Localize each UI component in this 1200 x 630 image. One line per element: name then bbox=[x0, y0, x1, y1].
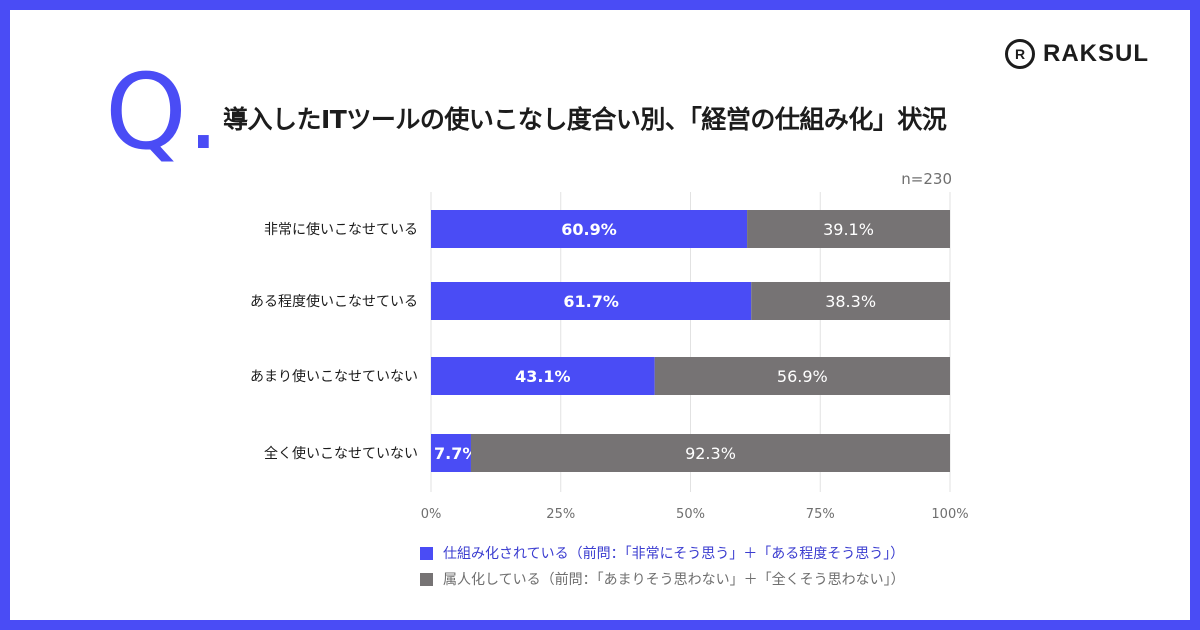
data-label-personalized: 56.9% bbox=[777, 367, 828, 386]
brand-logo: R RAKSUL bbox=[1005, 32, 1149, 76]
legend: 仕組み化されている（前問：「非常にそう思う」＋「ある程度そう思う」） 属人化して… bbox=[420, 540, 905, 592]
data-label-systemized: 43.1% bbox=[515, 367, 571, 386]
bar-systemized bbox=[431, 282, 752, 320]
raksul-logo-icon: R bbox=[1005, 39, 1035, 69]
legend-swatch-systemized bbox=[420, 546, 433, 560]
category-label: ある程度使いこなせている bbox=[250, 293, 418, 310]
legend-label-personalized: 属人化している（前問：「あまりそう思わない」＋「全くそう思わない」） bbox=[443, 572, 905, 588]
data-label-systemized: 7.7% bbox=[434, 444, 478, 463]
legend-item-personalized: 属人化している（前問：「あまりそう思わない」＋「全くそう思わない」） bbox=[420, 566, 905, 592]
sample-size: n=230 bbox=[901, 170, 952, 188]
category-label: 全く使いこなせていない bbox=[264, 445, 418, 462]
data-label-systemized: 60.9% bbox=[561, 220, 617, 239]
chart-title: 導入したITツールの使いこなし度合い別、「経営の仕組み化」状況 bbox=[223, 105, 947, 134]
bar-personalized bbox=[751, 282, 950, 320]
x-tick-label: 25% bbox=[546, 507, 575, 522]
bar-systemized bbox=[431, 434, 471, 472]
data-label-systemized: 61.7% bbox=[563, 292, 619, 311]
category-label: 非常に使いこなせている bbox=[264, 221, 418, 238]
data-label-personalized: 92.3% bbox=[685, 444, 736, 463]
question-mark: Q. bbox=[105, 51, 220, 173]
x-tick-label: 100% bbox=[931, 507, 968, 522]
bar-systemized bbox=[431, 210, 748, 248]
legend-label-systemized: 仕組み化されている（前問：「非常にそう思う」＋「ある程度そう思う」） bbox=[443, 546, 905, 562]
category-label: あまり使いこなせていない bbox=[250, 368, 418, 385]
bar-personalized bbox=[747, 210, 950, 248]
bar-personalized bbox=[470, 434, 950, 472]
x-tick-label: 0% bbox=[421, 507, 442, 522]
legend-swatch-personalized bbox=[420, 572, 433, 586]
bar-systemized bbox=[431, 357, 655, 395]
bar-personalized bbox=[654, 357, 950, 395]
x-tick-label: 50% bbox=[676, 507, 705, 522]
data-label-personalized: 38.3% bbox=[825, 292, 876, 311]
legend-item-systemized: 仕組み化されている（前問：「非常にそう思う」＋「ある程度そう思う」） bbox=[420, 540, 905, 566]
brand-name: RAKSUL bbox=[1043, 40, 1149, 67]
x-tick-label: 75% bbox=[806, 507, 835, 522]
data-label-personalized: 39.1% bbox=[823, 220, 874, 239]
